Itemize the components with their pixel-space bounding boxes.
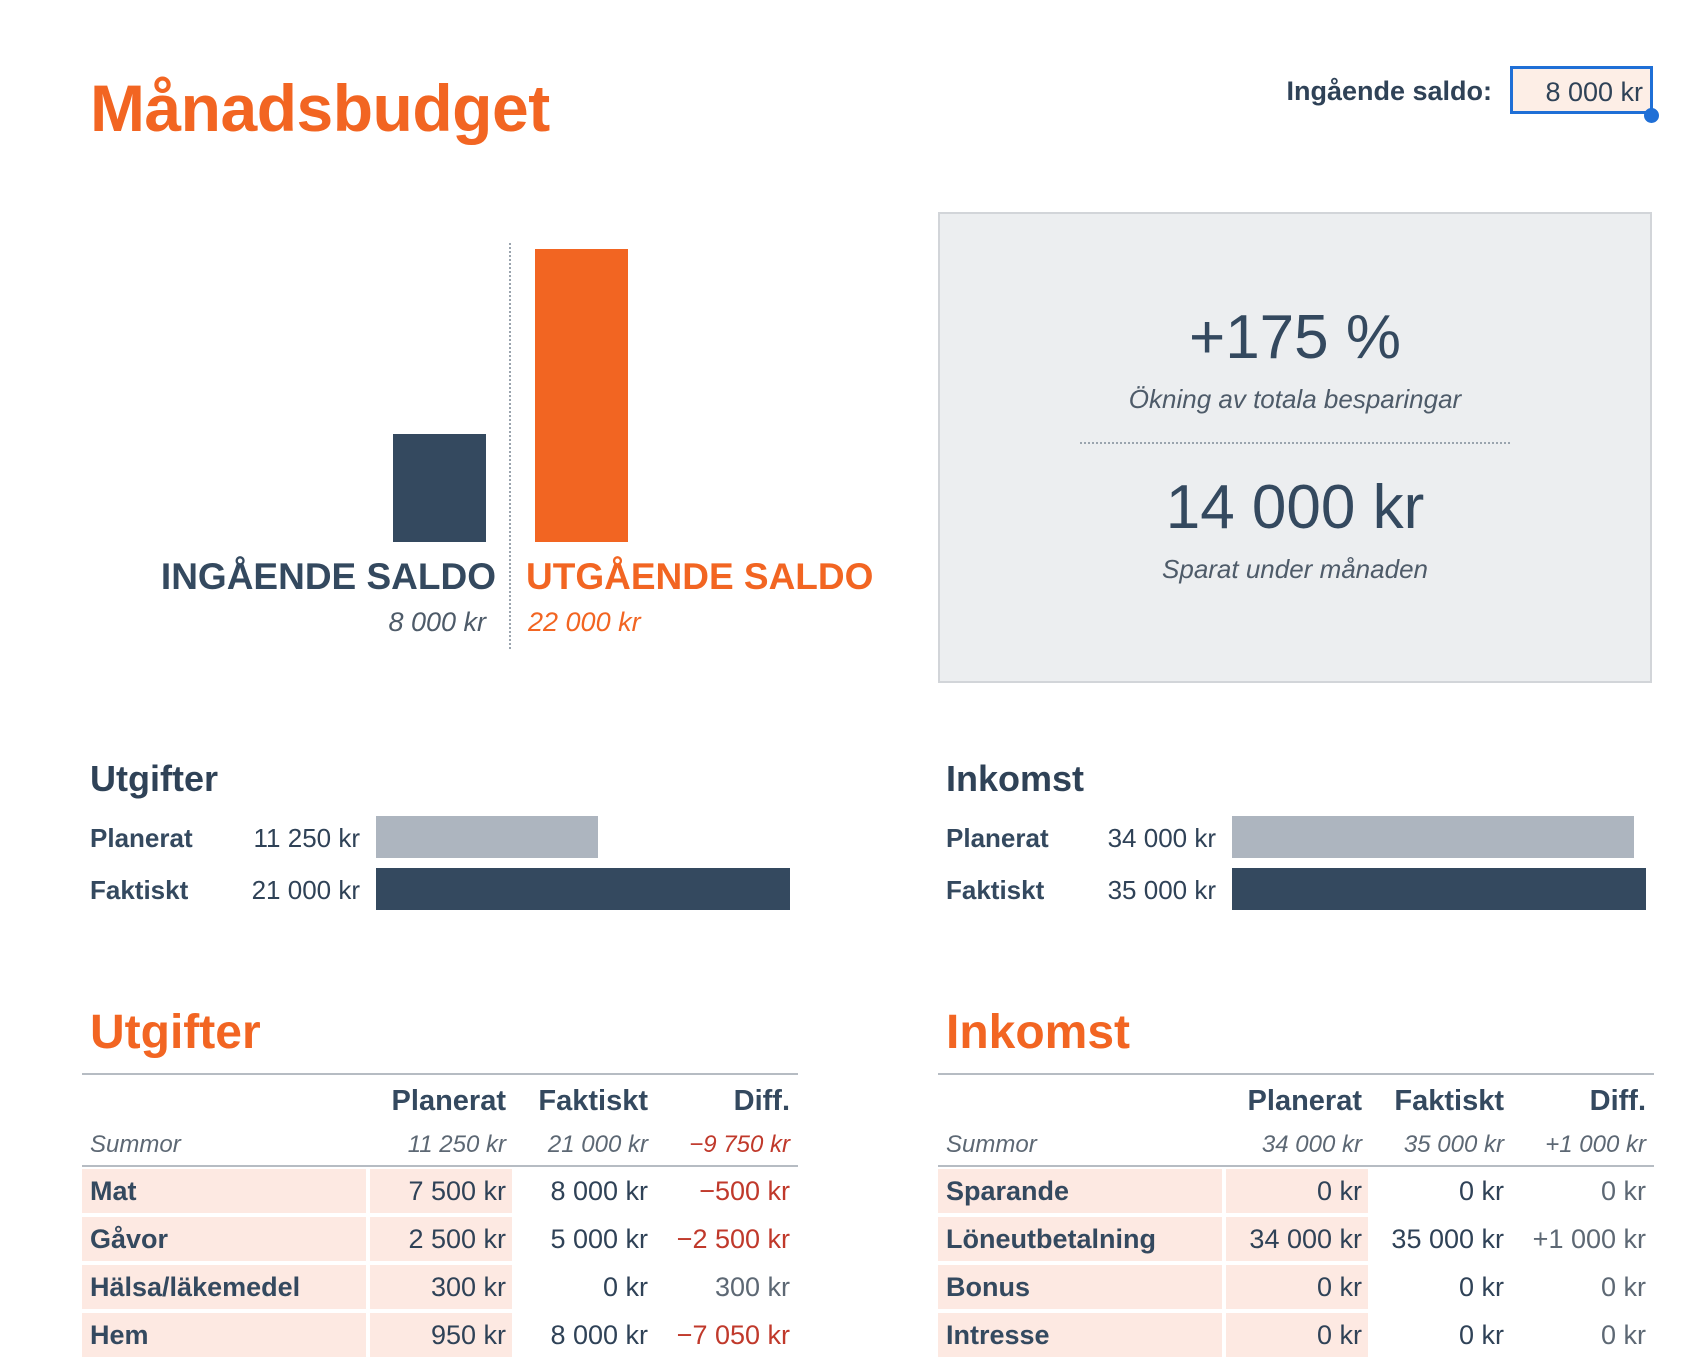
row-diff-cell: −2 500 kr	[676, 1224, 790, 1254]
sum-diff: −9 750 kr	[689, 1131, 790, 1158]
mini-income-actual-label: Faktiskt	[946, 875, 1045, 905]
label-utgaende-saldo: UTGÅENDE SALDO	[526, 556, 874, 597]
mini-expenses-actual-label: Faktiskt	[90, 875, 189, 905]
sum-actual: 35 000 kr	[1403, 1131, 1504, 1158]
row-planned-cell[interactable]: 0 kr	[1226, 1313, 1368, 1357]
value-ingaende-saldo: 8 000 kr	[388, 607, 486, 637]
table-row: Hem 950 kr 8 000 kr −7 050 kr	[82, 1311, 798, 1359]
row-planned-cell[interactable]: 0 kr	[1226, 1265, 1368, 1309]
col-header-planned: Planerat	[1247, 1085, 1362, 1117]
col-header-actual: Faktiskt	[1394, 1085, 1504, 1117]
mini-income-planned-value: 34 000 kr	[1107, 823, 1216, 853]
income-table: Planerat Faktiskt Diff. Summor 34 000 kr…	[938, 1073, 1654, 1359]
mini-income-planned-label: Planerat	[946, 823, 1049, 853]
value-utgaende-saldo: 22 000 kr	[528, 607, 641, 637]
row-name-cell[interactable]: Hälsa/läkemedel	[82, 1265, 366, 1309]
summary-divider	[1080, 442, 1510, 444]
mini-expenses-actual-value: 21 000 kr	[251, 875, 360, 905]
mini-income-actual-bar	[1232, 868, 1646, 910]
col-header-diff: Diff.	[733, 1085, 790, 1117]
saved-amount: 14 000 kr	[1165, 473, 1425, 542]
col-header-diff: Diff.	[1589, 1085, 1646, 1117]
row-planned-cell[interactable]: 0 kr	[1226, 1169, 1368, 1213]
row-actual-cell[interactable]: 8 000 kr	[550, 1176, 648, 1206]
sum-planned: 11 250 kr	[407, 1131, 506, 1158]
mini-expenses-actual-bar	[376, 868, 790, 910]
table-row: Hälsa/läkemedel 300 kr 0 kr 300 kr	[82, 1263, 798, 1311]
mini-income-actual-value: 35 000 kr	[1107, 875, 1216, 905]
chart-divider	[509, 243, 511, 649]
row-actual-cell[interactable]: 35 000 kr	[1391, 1224, 1504, 1254]
row-name-cell[interactable]: Sparande	[938, 1169, 1222, 1213]
row-planned-cell[interactable]: 300 kr	[370, 1265, 512, 1309]
mini-income-title: Inkomst	[946, 758, 1085, 799]
row-name-cell[interactable]: Intresse	[938, 1313, 1222, 1357]
table-row: Mat 7 500 kr 8 000 kr −500 kr	[82, 1167, 798, 1215]
bar-ingaende-saldo	[393, 434, 486, 542]
mini-income-planned-bar	[1232, 816, 1634, 858]
row-planned-cell[interactable]: 950 kr	[370, 1313, 512, 1357]
table-row: Löneutbetalning 34 000 kr 35 000 kr +1 0…	[938, 1215, 1654, 1263]
savings-percent-label: Ökning av totala besparingar	[1128, 384, 1462, 414]
row-planned-cell[interactable]: 2 500 kr	[370, 1217, 512, 1261]
savings-summary-box: +175 % Ökning av totala besparingar 14 0…	[938, 212, 1652, 683]
mini-expenses-planned-value: 11 250 kr	[253, 823, 360, 853]
sum-actual: 21 000 kr	[547, 1131, 648, 1158]
table-header-row: Planerat Faktiskt Diff.	[938, 1075, 1654, 1125]
table-separator	[938, 1165, 1654, 1167]
row-name-cell[interactable]: Löneutbetalning	[938, 1217, 1222, 1261]
saved-amount-label: Sparat under månaden	[1162, 554, 1428, 584]
table-row: Sparande 0 kr 0 kr 0 kr	[938, 1167, 1654, 1215]
row-diff-cell: 0 kr	[1600, 1176, 1646, 1206]
row-diff-cell: +1 000 kr	[1532, 1224, 1646, 1254]
row-actual-cell[interactable]: 0 kr	[1458, 1176, 1504, 1206]
mini-expenses-planned-bar	[376, 816, 598, 858]
mini-expenses-title: Utgifter	[90, 758, 218, 799]
expenses-section-title: Utgifter	[90, 1006, 261, 1059]
sum-planned: 34 000 kr	[1261, 1131, 1362, 1158]
bar-utgaende-saldo	[535, 249, 628, 542]
row-actual-cell[interactable]: 5 000 kr	[550, 1224, 648, 1254]
table-row: Intresse 0 kr 0 kr 0 kr	[938, 1311, 1654, 1359]
row-actual-cell[interactable]: 8 000 kr	[550, 1320, 648, 1350]
fill-handle-icon[interactable]	[1644, 108, 1659, 123]
row-diff-cell: −500 kr	[699, 1176, 790, 1206]
sum-label: Summor	[946, 1131, 1037, 1158]
row-diff-cell: 0 kr	[1600, 1320, 1646, 1350]
sum-diff: +1 000 kr	[1545, 1131, 1646, 1158]
page-title: Månadsbudget	[90, 71, 550, 145]
label-ingaende-saldo: INGÅENDE SALDO	[160, 556, 496, 597]
mini-expenses-planned-label: Planerat	[90, 823, 193, 853]
row-name-cell[interactable]: Mat	[82, 1169, 366, 1213]
table-header-row: Planerat Faktiskt Diff.	[82, 1075, 798, 1125]
table-row: Gåvor 2 500 kr 5 000 kr −2 500 kr	[82, 1215, 798, 1263]
table-sum-row: Summor 34 000 kr 35 000 kr +1 000 kr	[938, 1125, 1654, 1165]
row-actual-cell[interactable]: 0 kr	[602, 1272, 648, 1302]
table-top-rule	[82, 1073, 798, 1075]
row-diff-cell: −7 050 kr	[676, 1320, 790, 1350]
col-header-actual: Faktiskt	[538, 1085, 648, 1117]
table-sum-row: Summor 11 250 kr 21 000 kr −9 750 kr	[82, 1125, 798, 1165]
expenses-table: Planerat Faktiskt Diff. Summor 11 250 kr…	[82, 1073, 798, 1359]
row-diff-cell: 300 kr	[714, 1272, 790, 1302]
income-section-title: Inkomst	[946, 1006, 1131, 1059]
table-row: Bonus 0 kr 0 kr 0 kr	[938, 1263, 1654, 1311]
opening-balance-label: Ingående saldo:	[1286, 76, 1492, 106]
row-name-cell[interactable]: Bonus	[938, 1265, 1222, 1309]
row-planned-cell[interactable]: 7 500 kr	[370, 1169, 512, 1213]
sum-label: Summor	[90, 1131, 181, 1158]
table-separator	[82, 1165, 798, 1167]
opening-balance-input[interactable]: 8 000 kr	[1510, 66, 1653, 114]
row-planned-cell[interactable]: 34 000 kr	[1226, 1217, 1368, 1261]
row-actual-cell[interactable]: 0 kr	[1458, 1320, 1504, 1350]
savings-percent: +175 %	[1188, 303, 1401, 372]
col-header-planned: Planerat	[391, 1085, 506, 1117]
table-top-rule	[938, 1073, 1654, 1075]
row-name-cell[interactable]: Gåvor	[82, 1217, 366, 1261]
row-actual-cell[interactable]: 0 kr	[1458, 1272, 1504, 1302]
row-name-cell[interactable]: Hem	[82, 1313, 366, 1357]
row-diff-cell: 0 kr	[1600, 1272, 1646, 1302]
